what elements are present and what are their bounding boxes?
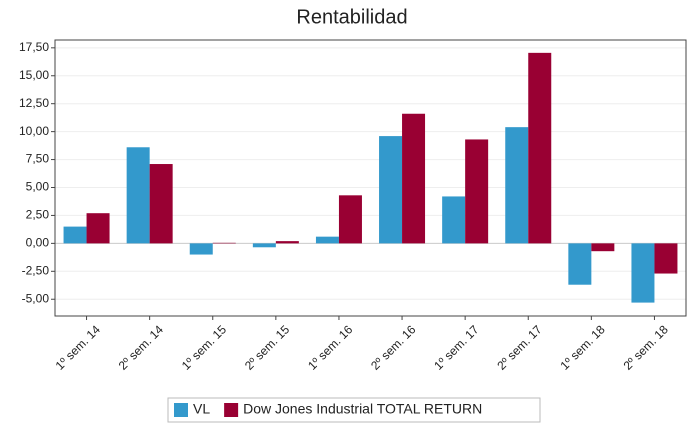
legend-label: Dow Jones Industrial TOTAL RETURN: [243, 401, 482, 417]
x-tick-label: 1º sem. 14: [53, 322, 103, 372]
bar: [528, 52, 552, 244]
y-tick-label: 7,50: [26, 152, 50, 166]
bar: [126, 147, 150, 244]
x-tick-label: 2º sem. 18: [621, 322, 671, 372]
bar: [63, 226, 87, 244]
bar: [465, 139, 489, 244]
legend-label: VL: [193, 401, 210, 417]
y-tick-label: 17,50: [19, 40, 49, 54]
legend-swatch: [224, 403, 239, 417]
bar: [252, 243, 276, 248]
y-tick-label: 5,00: [26, 180, 50, 194]
y-tick-label: -2,50: [22, 263, 50, 277]
bar: [338, 195, 362, 244]
bar: [402, 113, 426, 244]
x-tick-label: 2º sem. 14: [116, 322, 166, 372]
x-tick-label: 2º sem. 17: [494, 322, 544, 372]
bar: [86, 213, 110, 244]
y-tick-label: 10,00: [19, 124, 49, 138]
x-tick-label: 1º sem. 17: [431, 322, 481, 372]
bar: [631, 243, 655, 303]
bar: [505, 127, 529, 244]
bar: [568, 243, 592, 285]
x-tick-label: 1º sem. 15: [179, 322, 229, 372]
y-tick-label: 12,50: [19, 96, 49, 110]
bar: [189, 243, 213, 255]
bar: [212, 242, 236, 244]
bar: [149, 164, 173, 244]
x-tick-label: 1º sem. 16: [305, 322, 355, 372]
bar: [654, 243, 678, 274]
legend-swatch: [174, 403, 188, 417]
y-tick-label: 15,00: [19, 68, 49, 82]
bar: [591, 243, 615, 252]
x-tick-label: 2º sem. 15: [242, 322, 292, 372]
plot-frame: [54, 39, 687, 317]
y-tick-label: 0,00: [26, 236, 50, 250]
y-tick-label: 2,50: [26, 208, 50, 222]
bar: [379, 136, 403, 244]
bar: [315, 236, 339, 244]
chart-title: Rentabilidad: [296, 6, 407, 28]
y-tick-label: -5,00: [22, 291, 50, 305]
bar: [442, 196, 466, 244]
bar: [275, 241, 299, 244]
legend-frame: [167, 397, 541, 423]
x-tick-label: 1º sem. 18: [557, 322, 607, 372]
x-tick-label: 2º sem. 16: [368, 322, 418, 372]
